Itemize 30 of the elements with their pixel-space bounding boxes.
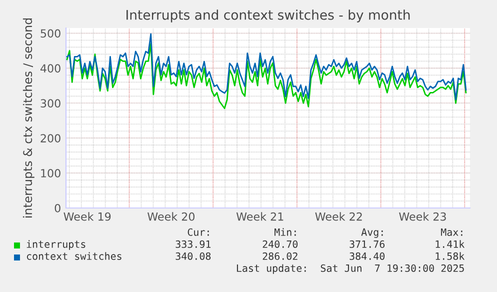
text: Cur: [188,228,209,236]
y-tick-label: 500 [40,29,60,38]
x-tick-label: Week 23 [399,212,446,221]
y-tick-label: 100 [41,169,60,178]
text: 286.02 [262,252,298,260]
text: 333.91 [176,240,211,248]
line-series [66,43,467,110]
line-series [66,33,467,100]
y-axis-title: interrupts & ctx switches / second [22,18,34,218]
text: 240.70 [262,240,298,248]
text: Avg: [361,228,383,238]
text: Min: [274,228,296,236]
text: 371.76 [350,240,385,248]
text: 1.41k [436,240,465,248]
y-tick-label: 300 [40,99,60,108]
legend-label: interrupts [26,240,86,250]
chart-title: Interrupts and context switches - by month [126,10,410,22]
y-tick-label: 400 [40,64,60,73]
x-tick-label: Week 19 [64,212,111,221]
text: Max: [441,228,462,236]
y-tick-label: 200 [40,134,60,142]
x-tick-label: Week 21 [236,212,284,221]
legend-label: context switches [26,252,122,260]
text: 340.08 [176,252,211,260]
text: Last update: Sat Jun 7 19:30:00 2025 [236,264,464,274]
x-tick-label: Week 20 [148,212,195,221]
x-tick-label: Week 22 [315,212,362,221]
text: 384.40 [350,252,385,260]
y-tick-label: 0 [54,204,60,212]
text: 1.58k [436,252,465,260]
